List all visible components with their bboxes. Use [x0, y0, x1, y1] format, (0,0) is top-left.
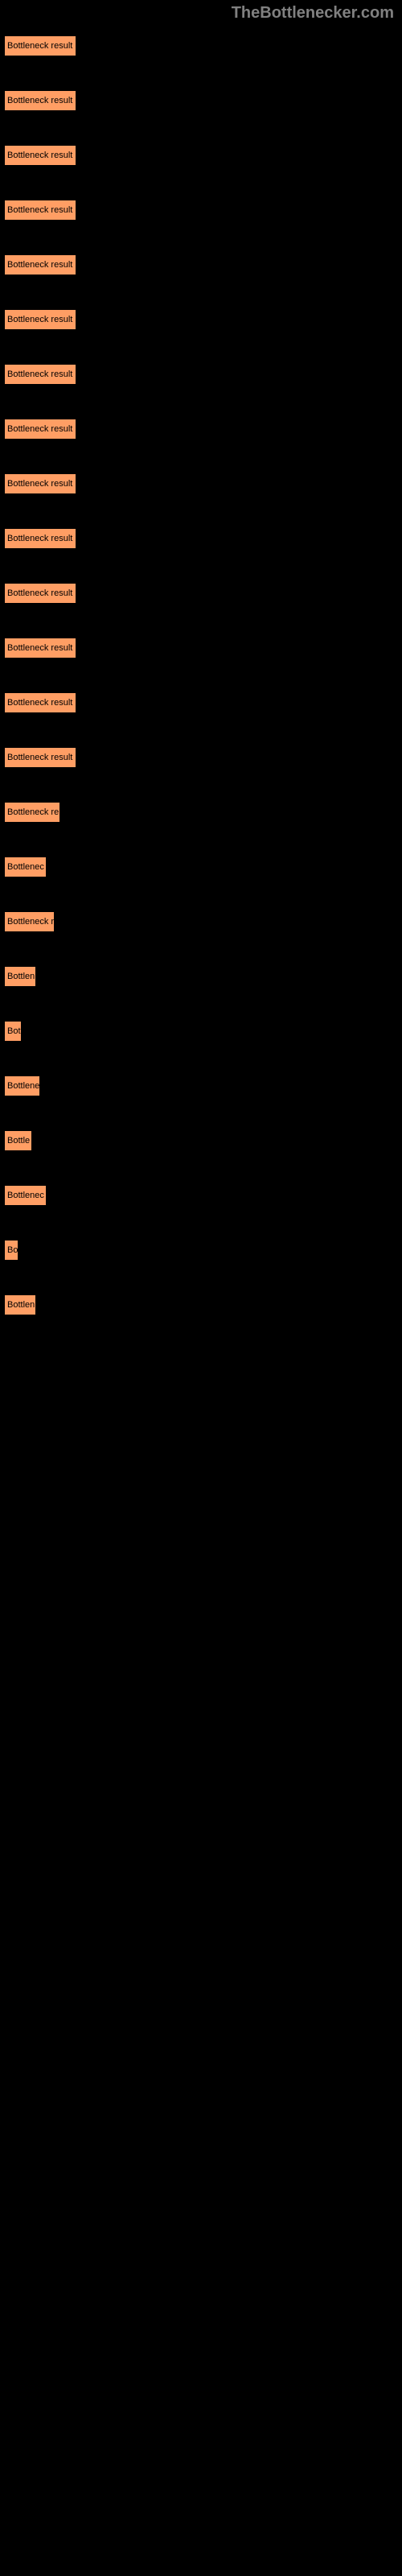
bar: Bottleneck result — [4, 90, 76, 111]
bar-group: Bottleneck result — [4, 681, 398, 713]
bar-group: Bottlenec — [4, 1174, 398, 1206]
bar-group: Bottleneck result — [4, 353, 398, 385]
bar-group: Bottlen — [4, 1283, 398, 1315]
bar: Bottlene — [4, 1075, 40, 1096]
bar-label: Bottleneck result — [7, 315, 72, 324]
bar-label: Bottlenec — [7, 862, 44, 872]
bar-group: Bottleneck result — [4, 134, 398, 166]
bar-group: Bottleneck result — [4, 407, 398, 440]
bar-spacer — [4, 791, 398, 802]
bar-spacer — [4, 900, 398, 911]
bar-group: Bottleneck result — [4, 626, 398, 658]
bar-label: Bottle — [7, 1136, 30, 1146]
bar: Bo — [4, 1240, 18, 1261]
bar-label: Bottleneck result — [7, 534, 72, 543]
bar-spacer — [4, 736, 398, 747]
bar-chart: Bottleneck result Bottleneck result Bottle… — [0, 0, 402, 1342]
bar-label: Bottleneck re — [7, 807, 59, 817]
bar-label: Bottleneck result — [7, 260, 72, 270]
bar-label: Bottleneck result — [7, 588, 72, 598]
bar-label: Bottleneck result — [7, 41, 72, 51]
bar-spacer — [4, 79, 398, 90]
bar: Bottlen — [4, 966, 36, 987]
bar-group: Bottleneck re — [4, 791, 398, 823]
bar-spacer — [4, 1174, 398, 1185]
bar-label: Bottleneck result — [7, 369, 72, 379]
bar: Bottlen — [4, 1294, 36, 1315]
bar-spacer — [4, 298, 398, 309]
bar-spacer — [4, 681, 398, 692]
bar: Bottleneck result — [4, 528, 76, 549]
bar-group: Bottlene — [4, 1064, 398, 1096]
bar-group: Bottleneck result — [4, 24, 398, 56]
bar-group: Bo — [4, 1228, 398, 1261]
bar-spacer — [4, 1283, 398, 1294]
bar-label: Bottleneck result — [7, 424, 72, 434]
bar-spacer — [4, 1064, 398, 1075]
bar-group: Bottleneck r — [4, 900, 398, 932]
bar-spacer — [4, 407, 398, 419]
bar: Bottleneck re — [4, 802, 60, 823]
bar-spacer — [4, 243, 398, 254]
bar-spacer — [4, 845, 398, 857]
bar: Bottlenec — [4, 857, 47, 877]
bar: Bottleneck result — [4, 309, 76, 330]
bar-spacer — [4, 1119, 398, 1130]
bar-group: Bottleneck result — [4, 188, 398, 221]
bar-group: Bot — [4, 1009, 398, 1042]
bar-label: Bottleneck result — [7, 479, 72, 489]
bar-label: Bot — [7, 1026, 21, 1036]
bar-group: Bottleneck result — [4, 462, 398, 494]
bar-group: Bottlen — [4, 955, 398, 987]
bar-group: Bottleneck result — [4, 517, 398, 549]
bar: Bottle — [4, 1130, 32, 1151]
bar-group: Bottlenec — [4, 845, 398, 877]
bar-spacer — [4, 24, 398, 35]
bar-spacer — [4, 353, 398, 364]
bar-group: Bottleneck result — [4, 243, 398, 275]
bar-spacer — [4, 626, 398, 638]
bar: Bottleneck result — [4, 747, 76, 768]
bar-label: Bottlenec — [7, 1191, 44, 1200]
bar: Bottleneck result — [4, 364, 76, 385]
bar-label: Bottleneck result — [7, 643, 72, 653]
bar-group: Bottle — [4, 1119, 398, 1151]
bar-label: Bo — [7, 1245, 18, 1255]
bar-label: Bottleneck result — [7, 753, 72, 762]
bar-label: Bottlen — [7, 972, 35, 981]
bar-label: Bottleneck r — [7, 917, 54, 927]
bar-label: Bottleneck result — [7, 698, 72, 708]
bar: Bottleneck result — [4, 473, 76, 494]
bar-label: Bottleneck result — [7, 96, 72, 105]
bar-spacer — [4, 134, 398, 145]
bar: Bottlenec — [4, 1185, 47, 1206]
bar: Bottleneck result — [4, 692, 76, 713]
bar-label: Bottlen — [7, 1300, 35, 1310]
bar: Bottleneck r — [4, 911, 55, 932]
watermark-text: TheBottlenecker.com — [232, 4, 394, 23]
bar: Bottleneck result — [4, 583, 76, 604]
bar: Bottleneck result — [4, 638, 76, 658]
bar: Bottleneck result — [4, 200, 76, 221]
bar-label: Bottleneck result — [7, 151, 72, 160]
bar-group: Bottleneck result — [4, 79, 398, 111]
bar: Bottleneck result — [4, 145, 76, 166]
bar: Bottleneck result — [4, 35, 76, 56]
bar-label: Bottleneck result — [7, 205, 72, 215]
bar-spacer — [4, 517, 398, 528]
bar-group: Bottleneck result — [4, 736, 398, 768]
bar-spacer — [4, 1009, 398, 1021]
bar-spacer — [4, 572, 398, 583]
bar-spacer — [4, 462, 398, 473]
bar: Bottleneck result — [4, 419, 76, 440]
bar-spacer — [4, 188, 398, 200]
bar-group: Bottleneck result — [4, 298, 398, 330]
bar-group: Bottleneck result — [4, 572, 398, 604]
bar: Bottleneck result — [4, 254, 76, 275]
bar-spacer — [4, 1228, 398, 1240]
bar-label: Bottlene — [7, 1081, 39, 1091]
bar: Bot — [4, 1021, 22, 1042]
bar-spacer — [4, 955, 398, 966]
